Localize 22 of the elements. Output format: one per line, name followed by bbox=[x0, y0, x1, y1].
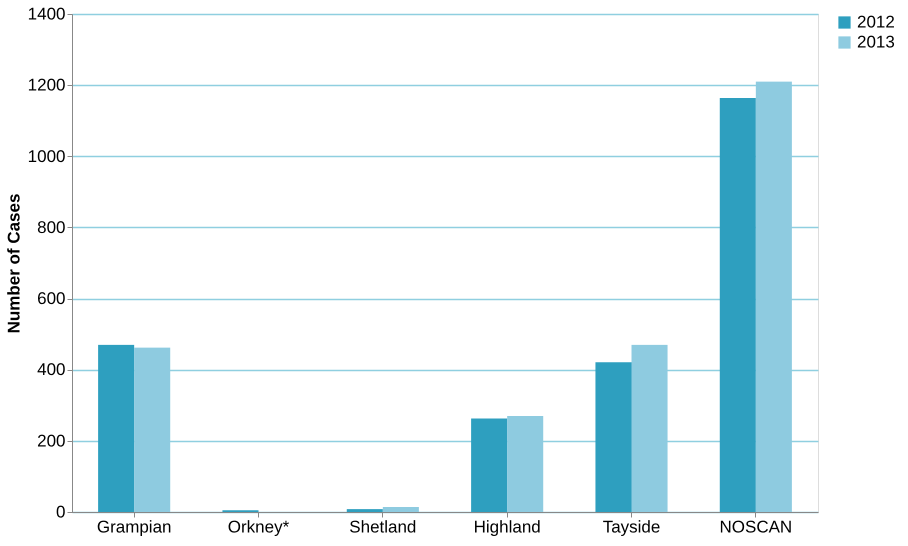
x-tick-label: Orkney* bbox=[228, 518, 290, 536]
y-tick-label: 600 bbox=[37, 289, 66, 308]
y-tick-label: 1400 bbox=[28, 4, 66, 24]
bar bbox=[346, 509, 383, 512]
x-tick-label: NOSCAN bbox=[719, 518, 792, 536]
y-tick-label: 1200 bbox=[28, 76, 66, 95]
x-tick-label: Shetland bbox=[349, 518, 416, 536]
bar bbox=[98, 344, 134, 512]
legend-label: 2013 bbox=[857, 32, 895, 52]
legend-label: 2012 bbox=[857, 12, 895, 32]
y-tick-label: 200 bbox=[37, 431, 66, 450]
bar bbox=[595, 362, 632, 512]
x-tick-label: Grampian bbox=[96, 518, 172, 536]
x-tick-label: Highland bbox=[474, 518, 541, 536]
y-tick-label: 0 bbox=[56, 502, 66, 522]
y-tick-label: 400 bbox=[37, 360, 66, 380]
bar bbox=[720, 98, 756, 512]
x-tick-label: Tayside bbox=[602, 518, 660, 536]
y-tick-label: 800 bbox=[37, 218, 66, 237]
y-axis-title: Number of Cases bbox=[4, 194, 24, 334]
bar bbox=[471, 418, 508, 512]
y-tick-label: 1000 bbox=[28, 146, 66, 166]
